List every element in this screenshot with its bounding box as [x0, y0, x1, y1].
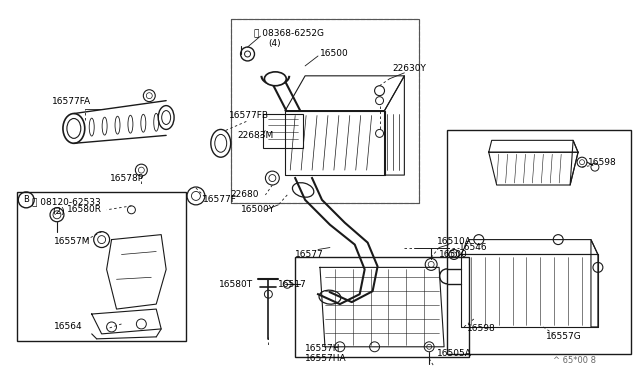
Bar: [295, 257, 469, 357]
Text: 16598: 16598: [588, 158, 617, 167]
Bar: [447, 131, 630, 354]
Bar: [230, 19, 419, 203]
Text: (4): (4): [268, 39, 281, 48]
Text: ^ 65*00 8: ^ 65*00 8: [553, 356, 596, 365]
Text: 16577: 16577: [295, 250, 324, 259]
Ellipse shape: [264, 72, 286, 86]
Text: Ⓑ 08120-62533: Ⓑ 08120-62533: [32, 198, 101, 206]
Text: 16564: 16564: [54, 323, 83, 331]
Text: 16598: 16598: [467, 324, 495, 333]
Text: 16557H: 16557H: [305, 344, 340, 353]
Text: 16557G: 16557G: [547, 332, 582, 341]
Text: 16546: 16546: [459, 243, 488, 252]
Text: 22680: 22680: [230, 190, 259, 199]
Text: 16577FA: 16577FA: [52, 97, 91, 106]
Bar: [17, 192, 186, 341]
Text: Ⓢ 08368-6252G: Ⓢ 08368-6252G: [255, 29, 324, 38]
Text: 16500: 16500: [439, 250, 468, 259]
Text: 16577F: 16577F: [203, 195, 237, 204]
Text: 16557HA: 16557HA: [305, 354, 347, 363]
Text: 16510A: 16510A: [437, 237, 472, 246]
Text: 16517: 16517: [278, 280, 307, 289]
Text: 16578P: 16578P: [109, 174, 144, 183]
Text: 16500: 16500: [320, 48, 349, 58]
Text: 16500Y: 16500Y: [241, 205, 275, 214]
Text: 16580T: 16580T: [219, 280, 253, 289]
Text: B: B: [23, 195, 29, 204]
Text: 16505A: 16505A: [437, 349, 472, 358]
Text: 16577FB: 16577FB: [228, 111, 269, 120]
Text: 16557M: 16557M: [54, 237, 90, 246]
Bar: [230, 19, 419, 203]
Text: 22683M: 22683M: [237, 131, 274, 140]
Text: (2): (2): [52, 207, 65, 216]
Text: 22630Y: 22630Y: [392, 64, 426, 73]
Bar: [264, 113, 303, 148]
Text: 16580R: 16580R: [67, 205, 102, 214]
